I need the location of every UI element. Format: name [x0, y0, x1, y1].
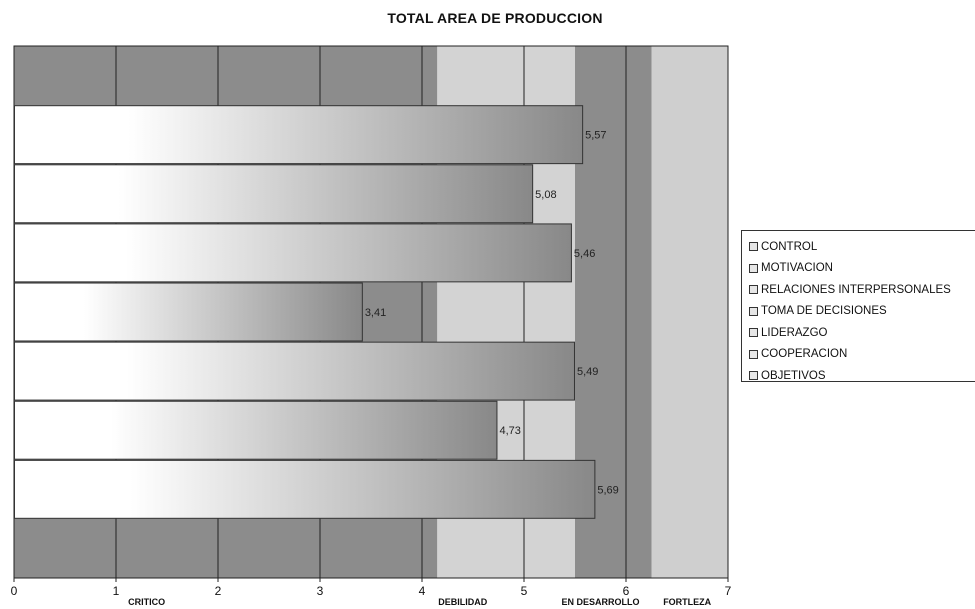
legend-label: MOTIVACION [761, 262, 833, 275]
legend-label: RELACIONES INTERPERSONALES [761, 283, 951, 296]
x-tick-label: 3 [317, 584, 324, 598]
legend-item: COOPERACION [749, 344, 975, 366]
legend-swatch-icon [749, 306, 758, 316]
x-tick-label: 4 [419, 584, 426, 598]
bar-cooperacion [14, 400, 498, 460]
x-axis: 0 1 2 3 4 5 6 7 CRITICO DEBILIDAD EN DESARROLLO FOR… [11, 577, 732, 607]
legend-swatch-icon [749, 349, 758, 359]
legend-swatch-icon [749, 285, 758, 295]
data-labels: 5,57 5,08 5,46 3,41 5,49 4,73 5,69 [365, 130, 619, 497]
legend-label: CONTROL [761, 240, 818, 253]
x-tick-label: 6 [623, 584, 630, 598]
legend-item: CONTROL [749, 236, 975, 258]
zone-label-fortleza: FORTLEZA [663, 597, 711, 607]
zone-label-en-desarrollo: EN DESARROLLO [561, 597, 639, 607]
legend-swatch-icon [749, 242, 758, 252]
legend-swatch-icon [749, 371, 758, 381]
bars [14, 105, 596, 519]
legend-label: LIDERAZGO [761, 326, 828, 339]
bar-control [14, 105, 584, 165]
bar-toma-de-decisiones [14, 282, 363, 342]
legend-label: COOPERACION [761, 348, 848, 361]
legend-item: RELACIONES INTERPERSONALES [749, 279, 975, 301]
zone-label-critico: CRITICO [128, 597, 165, 607]
legend-label: TOMA DE DECISIONES [761, 305, 887, 318]
zone-band-fortleza [651, 46, 728, 578]
x-tick-label: 0 [11, 584, 18, 598]
data-label: 3,41 [365, 307, 386, 319]
bar-liderazgo [14, 341, 575, 401]
data-label: 5,49 [577, 366, 598, 378]
data-label: 5,08 [535, 189, 556, 201]
legend-item: OBJETIVOS [749, 365, 975, 387]
zone-label-debilidad: DEBILIDAD [438, 597, 487, 607]
legend-item: TOMA DE DECISIONES [749, 301, 975, 323]
legend: CONTROL MOTIVACION RELACIONES INTERPERSONA… [741, 230, 975, 382]
bar-objetivos [14, 459, 596, 519]
legend-item: MOTIVACION [749, 258, 975, 280]
legend-swatch-icon [749, 263, 758, 273]
chart-title: TOTAL AREA DE PRODUCCION [387, 10, 603, 26]
data-label: 5,46 [574, 248, 595, 260]
data-label: 5,57 [585, 130, 606, 142]
x-tick-label: 1 [113, 584, 120, 598]
legend-label: OBJETIVOS [761, 369, 826, 382]
data-label: 5,69 [597, 484, 618, 496]
legend-item: LIDERAZGO [749, 322, 975, 344]
bar-motivacion [14, 164, 534, 224]
x-tick-label: 5 [521, 584, 528, 598]
bar-relaciones-interpersonales [14, 223, 572, 283]
x-tick-label: 2 [215, 584, 222, 598]
x-tick-label: 7 [725, 584, 732, 598]
legend-swatch-icon [749, 328, 758, 338]
data-label: 4,73 [499, 425, 520, 437]
